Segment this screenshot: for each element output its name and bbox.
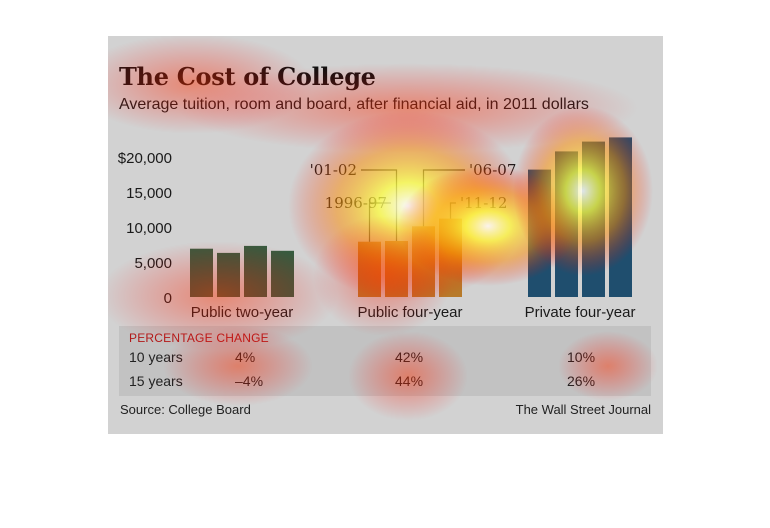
percentage-row-10-years: 10 years 4% 42% 10% [119, 347, 651, 369]
chart-subtitle: Average tuition, room and board, after f… [119, 96, 589, 113]
year-annotation: 1996-97 [325, 194, 387, 212]
bar [609, 137, 632, 297]
bar [271, 250, 294, 297]
category-label: Public four-year [357, 304, 462, 321]
category-label: Public two-year [191, 304, 294, 321]
year-annotation: '06-07 [469, 161, 516, 179]
pct-public-four-year: 44% [395, 373, 424, 389]
chart-card: 0 5,000 10,000 15,000 $20,000 Public two-year… [108, 36, 663, 434]
percentage-change-header: PERCENTAGE CHANGE [129, 331, 269, 345]
bar [555, 151, 578, 297]
bar [217, 252, 240, 297]
y-tick-label: $20,000 [118, 150, 172, 167]
category-label: Private four-year [525, 304, 636, 321]
y-tick-label: 15,000 [126, 185, 172, 202]
bar [244, 245, 267, 297]
pct-public-four-year: 42% [395, 349, 424, 365]
y-tick-label: 5,000 [134, 255, 172, 272]
percentage-row-15-years: 15 years –4% 44% 26% [119, 371, 651, 393]
bar [528, 169, 551, 297]
row-label: 10 years [129, 349, 183, 365]
bar [412, 226, 435, 297]
year-annotation: '11-12 [460, 194, 507, 212]
bar [190, 248, 213, 297]
row-label: 15 years [129, 373, 183, 389]
year-annotation: '01-02 [310, 161, 357, 179]
pct-public-two-year: –4% [235, 373, 264, 389]
pct-public-two-year: 4% [235, 349, 256, 365]
y-tick-label: 0 [164, 290, 172, 307]
bar [439, 218, 462, 297]
source-note: Source: College Board [120, 402, 251, 417]
bar [582, 141, 605, 297]
bar [358, 241, 381, 297]
bar [385, 241, 408, 297]
chart-title: The Cost of College [119, 62, 376, 91]
annotation-leader-line [449, 202, 456, 219]
pct-private-four-year: 10% [567, 349, 596, 365]
publisher-credit: The Wall Street Journal [515, 402, 651, 417]
annotation-leader-line [422, 169, 465, 227]
percentage-change-table: PERCENTAGE CHANGE 10 years 4% 42% 10% 15… [119, 326, 651, 396]
y-tick-label: 10,000 [126, 220, 172, 237]
pct-private-four-year: 26% [567, 373, 596, 389]
